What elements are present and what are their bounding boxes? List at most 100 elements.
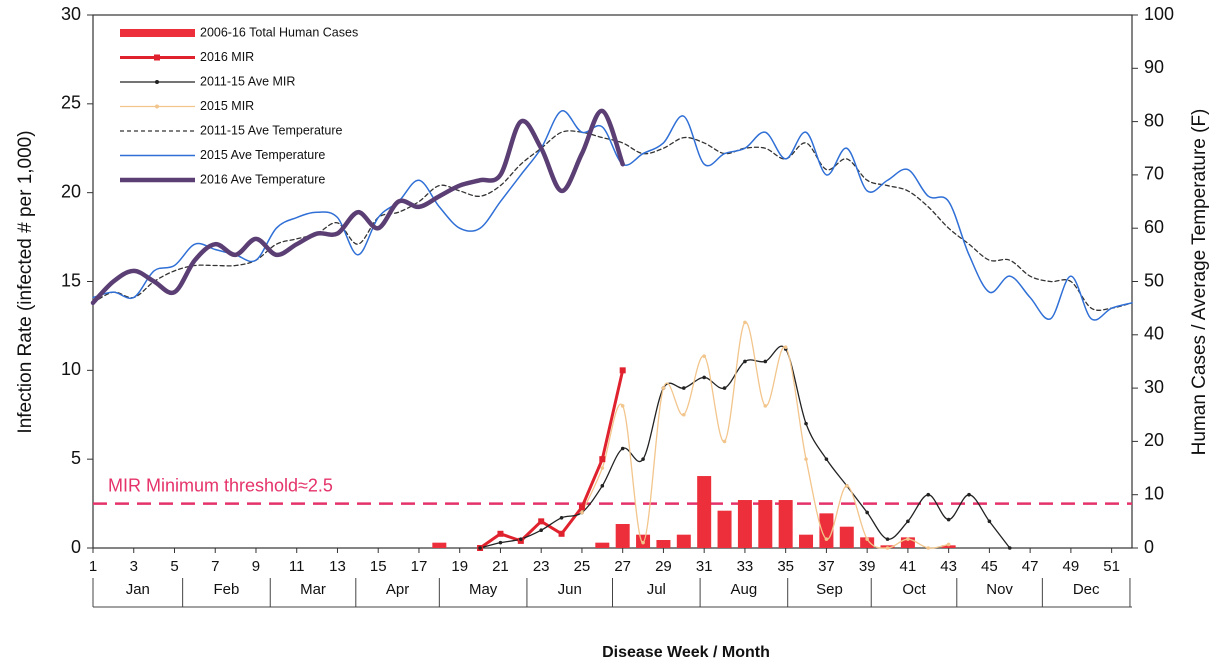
line — [92, 110, 1133, 321]
marker — [946, 517, 951, 522]
x-tick-label: 13 — [329, 558, 346, 575]
marker — [498, 540, 503, 545]
legend-label: 2016 Ave Temperature — [200, 172, 325, 186]
legend-label: 2015 MIR — [200, 99, 254, 113]
marker — [824, 537, 829, 541]
x-tick-label: 51 — [1103, 558, 1120, 575]
x-tick-label: 33 — [737, 558, 754, 575]
marker — [559, 515, 564, 520]
legend-label: 2011-15 Ave Temperature — [200, 123, 343, 137]
month-label: Nov — [986, 581, 1013, 598]
x-tick-label: 47 — [1022, 558, 1039, 575]
marker — [722, 386, 727, 390]
y2-tick-label: 0 — [1144, 537, 1154, 557]
x-tick-label: 31 — [696, 558, 713, 575]
x-tick-label: 35 — [777, 558, 794, 575]
month-label: May — [469, 581, 498, 598]
marker — [885, 546, 890, 550]
marker — [906, 537, 910, 541]
marker — [906, 519, 910, 524]
marker — [844, 484, 849, 488]
marker — [783, 345, 788, 350]
y2-axis-title: Human Cases / Average Temperature (F) — [1189, 109, 1210, 456]
marker — [661, 386, 666, 390]
marker — [987, 519, 992, 524]
month-label: Aug — [731, 581, 758, 598]
marker — [926, 492, 931, 497]
y2-tick-label: 50 — [1144, 270, 1164, 290]
marker — [600, 466, 605, 470]
bar — [717, 510, 732, 548]
x-tick-label: 15 — [370, 558, 387, 575]
marker — [926, 546, 931, 550]
threshold-label: MIR Minimum threshold≈2.5 — [108, 475, 333, 495]
legend-swatch — [120, 29, 195, 37]
marker — [763, 404, 768, 408]
marker — [946, 542, 951, 547]
month-label: Jul — [647, 581, 666, 598]
y2-tick-label: 60 — [1144, 217, 1164, 237]
x-tick-label: 17 — [411, 558, 428, 575]
bar — [615, 524, 630, 548]
month-label: Apr — [386, 581, 409, 598]
y2-tick-label: 30 — [1144, 377, 1164, 397]
month-label: Oct — [902, 581, 926, 598]
month-label: Mar — [300, 581, 326, 598]
marker — [865, 510, 869, 515]
legend-marker — [155, 104, 159, 109]
bar — [656, 540, 671, 548]
bar — [860, 537, 875, 548]
marker — [539, 528, 543, 533]
marker — [824, 457, 829, 461]
month-label: Feb — [214, 581, 240, 598]
x-tick-label: 43 — [940, 558, 957, 575]
marker — [763, 359, 768, 364]
x-tick-label: 9 — [252, 558, 260, 575]
x-tick-label: 41 — [900, 558, 917, 575]
marker — [620, 404, 625, 408]
legend-label: 2006-16 Total Human Cases — [200, 25, 358, 39]
month-label: Jun — [558, 581, 582, 598]
x-tick-label: 45 — [981, 558, 998, 575]
x-axis-title: Disease Week / Month — [602, 644, 770, 661]
marker — [682, 412, 686, 417]
plot-frame — [92, 14, 1133, 549]
x-tick-label: 29 — [655, 558, 672, 575]
y2-tick-label: 20 — [1144, 430, 1164, 450]
line — [92, 130, 1133, 311]
marker — [641, 457, 645, 461]
x-tick-label: 1 — [89, 558, 97, 575]
line — [478, 368, 625, 550]
y2-tick-label: 90 — [1144, 57, 1164, 77]
x-tick-label: 23 — [533, 558, 550, 575]
legend-label: 2011-15 Ave MIR — [200, 74, 295, 88]
marker — [804, 421, 808, 426]
y-tick-label: 20 — [61, 181, 81, 201]
y2-tick-label: 100 — [1144, 4, 1174, 24]
x-tick-label: 11 — [289, 558, 305, 575]
bar — [819, 513, 834, 548]
legend-marker — [154, 54, 160, 61]
y-axis-title: Infection Rate (infected # per 1,000) — [15, 130, 36, 433]
x-tick-label: 21 — [492, 558, 509, 575]
marker — [620, 446, 625, 451]
x-tick-label: 27 — [614, 558, 631, 575]
marker — [702, 354, 706, 358]
y-tick-label: 5 — [71, 448, 81, 468]
bar — [595, 542, 610, 548]
bar — [697, 476, 712, 548]
x-tick-label: 19 — [451, 558, 468, 575]
x-tick-label: 5 — [170, 558, 178, 575]
x-tick-label: 25 — [574, 558, 591, 575]
marker — [497, 530, 504, 537]
y2-tick-label: 10 — [1144, 483, 1164, 503]
y-tick-label: 0 — [71, 537, 81, 557]
x-tick-label: 3 — [130, 558, 138, 575]
bar — [900, 537, 915, 548]
marker — [967, 492, 971, 497]
x-tick-label: 49 — [1063, 558, 1080, 575]
line — [90, 108, 625, 306]
marker — [578, 504, 585, 511]
y-tick-label: 10 — [61, 359, 81, 379]
marker — [600, 484, 605, 488]
